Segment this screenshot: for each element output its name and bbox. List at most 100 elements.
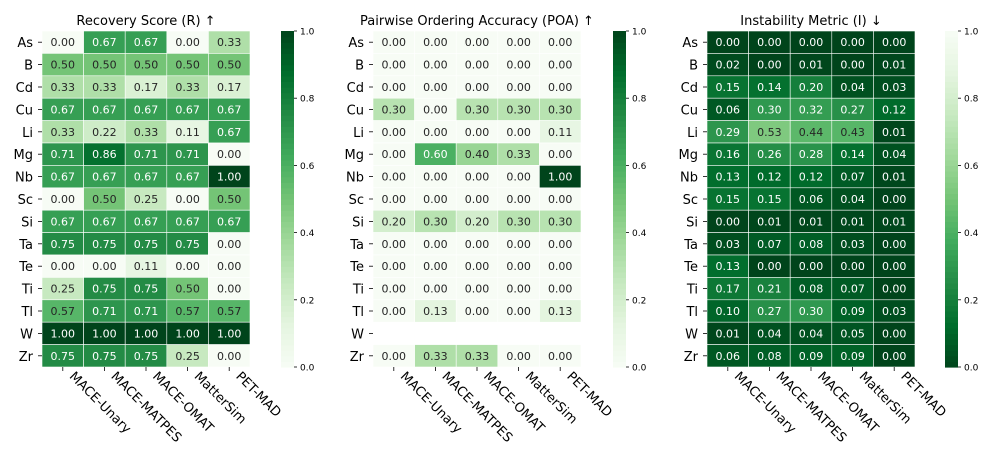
cell-value-label: 0.00 bbox=[382, 126, 407, 139]
cell-value-label: 0.00 bbox=[882, 350, 907, 363]
cell-value-label: 0.57 bbox=[51, 305, 76, 318]
cell-value-label: 0.00 bbox=[882, 283, 907, 296]
cell-value-label: 0.00 bbox=[382, 148, 407, 161]
colorbar-segment bbox=[281, 355, 294, 362]
cell-value-label: 0.00 bbox=[882, 327, 907, 340]
cell-value-label: 0.67 bbox=[134, 103, 159, 116]
colorbar-segment bbox=[613, 316, 626, 323]
cell-value-label: 0.00 bbox=[548, 81, 573, 94]
colorbar-segment bbox=[613, 131, 626, 138]
colorbar-segment bbox=[945, 154, 958, 161]
cell-value-label: 1.00 bbox=[134, 327, 159, 340]
colorbar-segment bbox=[945, 344, 958, 351]
cell-value-label: 0.00 bbox=[548, 238, 573, 251]
colorbar-tick-label: 0.2 bbox=[632, 296, 646, 306]
cell-value-label: 0.00 bbox=[757, 36, 782, 49]
cell-value-label: 0.03 bbox=[882, 81, 907, 94]
colorbar-tick-label: 0.6 bbox=[964, 162, 979, 172]
row-tick-label: Zr bbox=[350, 350, 365, 365]
cell-value-label: 0.71 bbox=[134, 148, 159, 161]
cell-value-label: 0.40 bbox=[465, 148, 490, 161]
colorbar-segment bbox=[281, 87, 294, 94]
cell-value-label: 0.75 bbox=[134, 350, 159, 363]
cell-value-label: 0.71 bbox=[92, 305, 117, 318]
colorbar-segment bbox=[613, 266, 626, 273]
cell-value-label: 0.00 bbox=[217, 148, 242, 161]
colorbar-segment bbox=[613, 115, 626, 122]
colorbar-segment bbox=[281, 103, 294, 110]
row-tick-label: B bbox=[355, 59, 364, 74]
cell-value-label: 0.13 bbox=[716, 171, 741, 184]
cell-value-label: 0.75 bbox=[51, 238, 76, 251]
cell-value-label: 0.00 bbox=[382, 350, 407, 363]
colorbar-segment bbox=[613, 350, 626, 357]
cell-value-label: 0.05 bbox=[840, 327, 865, 340]
cell-value-label: 0.00 bbox=[465, 283, 490, 296]
row-tick-label: Cu bbox=[681, 103, 698, 118]
colorbar-segment bbox=[613, 59, 626, 66]
cell-value-label: 0.00 bbox=[465, 171, 490, 184]
row-tick-label: Nb bbox=[680, 171, 698, 186]
cell-value-label: 0.67 bbox=[175, 171, 200, 184]
colorbar-segment bbox=[945, 215, 958, 222]
cell-value-label: 0.03 bbox=[882, 305, 907, 318]
colorbar-tick-label: 1.0 bbox=[300, 28, 315, 38]
colorbar-segment bbox=[281, 227, 294, 234]
colorbar-segment bbox=[281, 171, 294, 178]
colorbar-segment bbox=[281, 64, 294, 71]
colorbar-segment bbox=[613, 243, 626, 250]
colorbar-segment bbox=[945, 294, 958, 301]
cell-value-label: 0.67 bbox=[134, 171, 159, 184]
cell-value-label: 0.09 bbox=[799, 350, 824, 363]
colorbar-segment bbox=[613, 294, 626, 301]
colorbar-segment bbox=[281, 283, 294, 290]
cell-value-label: 0.67 bbox=[51, 171, 76, 184]
colorbar-segment bbox=[945, 355, 958, 362]
colorbar-segment bbox=[613, 154, 626, 161]
cell-value-label: 0.01 bbox=[882, 215, 907, 228]
colorbar-segment bbox=[613, 311, 626, 318]
colorbar-segment bbox=[945, 53, 958, 60]
cell-value-label: 0.07 bbox=[840, 171, 865, 184]
colorbar-segment bbox=[945, 70, 958, 77]
row-tick-label: Li bbox=[687, 126, 698, 141]
colorbar-segment bbox=[945, 87, 958, 94]
cell-value-label: 0.09 bbox=[840, 305, 865, 318]
colorbar-segment bbox=[945, 36, 958, 43]
cell-value-label: 0.00 bbox=[423, 260, 448, 273]
cell-value-label: 0.00 bbox=[423, 59, 448, 72]
colorbar-segment bbox=[281, 210, 294, 217]
row-tick-label: Li bbox=[353, 126, 364, 141]
colorbar-segment bbox=[613, 305, 626, 312]
cell-value-label: 0.12 bbox=[757, 171, 782, 184]
colorbar-segment bbox=[945, 311, 958, 318]
colorbar-tick-label: 0.2 bbox=[964, 296, 978, 306]
cell-value-label: 0.57 bbox=[175, 305, 200, 318]
cell-value-label: 0.07 bbox=[757, 238, 782, 251]
cell-value-label: 0.50 bbox=[92, 193, 117, 206]
cell-value-label: 0.33 bbox=[134, 126, 159, 139]
row-tick-label: Cd bbox=[347, 81, 364, 96]
colorbar-segment bbox=[613, 165, 626, 172]
cell-value-label: 0.00 bbox=[382, 283, 407, 296]
colorbar-segment bbox=[281, 31, 294, 38]
colorbar-segment bbox=[281, 311, 294, 318]
cell-value-label: 0.00 bbox=[382, 193, 407, 206]
cell-value-label: 1.00 bbox=[92, 327, 117, 340]
cell-value-label: 0.01 bbox=[799, 215, 824, 228]
cell-value-label: 0.15 bbox=[716, 193, 741, 206]
colorbar-segment bbox=[613, 137, 626, 144]
cell-value-label: 0.15 bbox=[757, 193, 782, 206]
colorbar-segment bbox=[281, 199, 294, 206]
cell-value-label: 0.50 bbox=[217, 193, 242, 206]
colorbar-segment bbox=[613, 322, 626, 329]
colorbar-segment bbox=[613, 327, 626, 334]
cell-value-label: 0.17 bbox=[217, 81, 242, 94]
colorbar-segment bbox=[281, 361, 294, 368]
cell-value-label: 0.50 bbox=[175, 283, 200, 296]
cell-value-label: 0.33 bbox=[92, 81, 117, 94]
colorbar-segment bbox=[613, 283, 626, 290]
cell-value-label: 0.71 bbox=[134, 305, 159, 318]
cell-value-label: 0.07 bbox=[840, 283, 865, 296]
cell-value-label: 0.17 bbox=[716, 283, 741, 296]
